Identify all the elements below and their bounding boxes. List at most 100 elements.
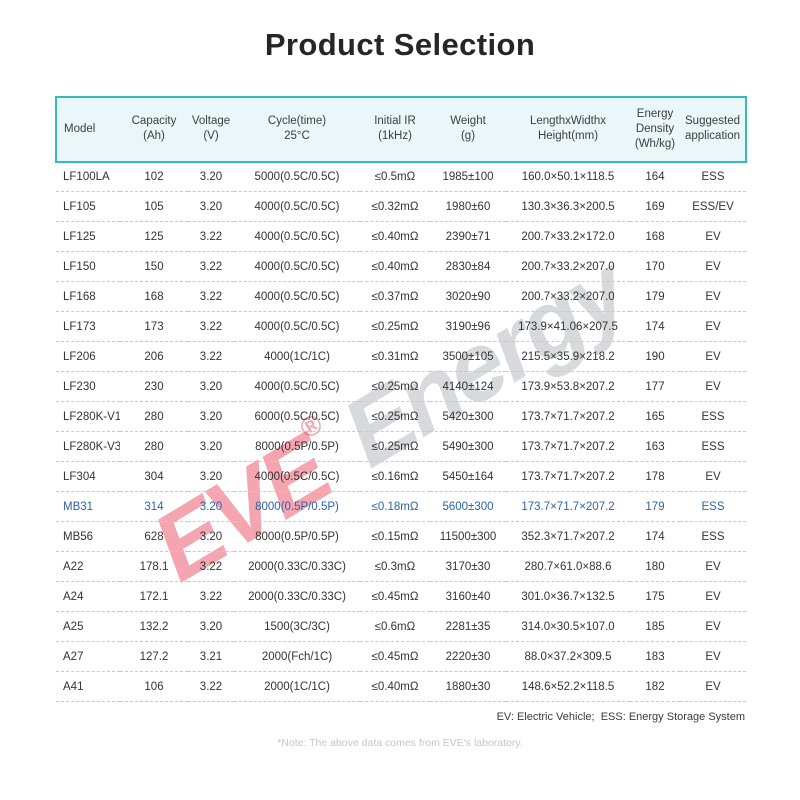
- cell-cycle_time_25c: 2000(1C/1C): [234, 671, 360, 703]
- cell-weight_g: 5450±164: [430, 461, 506, 493]
- cell-length_width_height_mm: 173.9×53.8×207.2: [506, 371, 630, 403]
- table-row-MB31: MB31 314 3.20 8000(0.5P/0.5P) ≤0.18mΩ 5600±30…: [56, 491, 746, 523]
- cell-cycle_time_25c: 4000(0.5C/0.5C): [234, 311, 360, 343]
- table-row-LF280K-V1: LF280K-V1 280 3.20 6000(0.5C/0.5C) ≤0.25mΩ 54…: [56, 401, 746, 433]
- table-row-LF230: LF230 230 3.20 4000(0.5C/0.5C) ≤0.25mΩ 4140±1…: [56, 371, 746, 403]
- cell-weight_g: 1980±60: [430, 191, 506, 223]
- cell-energy_density_wh_kg: 177: [630, 371, 680, 403]
- cell-voltage_v: 3.20: [188, 371, 234, 403]
- cell-weight_g: 5490±300: [430, 431, 506, 463]
- cell-weight_g: 4140±124: [430, 371, 506, 403]
- cell-cycle_time_25c: 1500(3C/3C): [234, 611, 360, 643]
- cell-capacity_ah: 173: [120, 311, 188, 343]
- cell-weight_g: 3500±105: [430, 341, 506, 373]
- cell-energy_density_wh_kg: 185: [630, 611, 680, 643]
- cell-energy_density_wh_kg: 175: [630, 581, 680, 613]
- cell-suggested_application: EV: [680, 611, 746, 643]
- cell-suggested_application: EV: [680, 581, 746, 613]
- column-header-weight_g: Weight (g): [430, 96, 506, 163]
- cell-suggested_application: EV: [680, 251, 746, 283]
- cell-weight_g: 2390±71: [430, 221, 506, 253]
- cell-weight_g: 5600±300: [430, 491, 506, 523]
- cell-capacity_ah: 172.1: [120, 581, 188, 613]
- cell-model: MB56: [56, 521, 120, 553]
- cell-cycle_time_25c: 4000(0.5C/0.5C): [234, 251, 360, 283]
- table-row-A25: A25 132.2 3.20 1500(3C/3C) ≤0.6mΩ 2281±35 314.…: [56, 611, 746, 643]
- cell-suggested_application: EV: [680, 461, 746, 493]
- cell-voltage_v: 3.21: [188, 641, 234, 673]
- cell-length_width_height_mm: 130.3×36.3×200.5: [506, 191, 630, 223]
- table-row-A24: A24 172.1 3.22 2000(0.33C/0.33C) ≤0.45mΩ 3160…: [56, 581, 746, 613]
- cell-model: LF150: [56, 251, 120, 283]
- cell-energy_density_wh_kg: 182: [630, 671, 680, 703]
- cell-suggested_application: EV: [680, 341, 746, 373]
- cell-energy_density_wh_kg: 164: [630, 161, 680, 193]
- cell-model: LF304: [56, 461, 120, 493]
- cell-voltage_v: 3.20: [188, 491, 234, 523]
- cell-energy_density_wh_kg: 165: [630, 401, 680, 433]
- cell-model: LF105: [56, 191, 120, 223]
- cell-voltage_v: 3.22: [188, 551, 234, 583]
- table-header-row: Model Capacity (Ah) Voltage (V) Cycle(time) 25…: [55, 96, 747, 163]
- cell-initial_ir_1khz: ≤0.31mΩ: [360, 341, 430, 373]
- cell-cycle_time_25c: 2000(0.33C/0.33C): [234, 581, 360, 613]
- cell-model: A24: [56, 581, 120, 613]
- product-table: Model Capacity (Ah) Voltage (V) Cycle(time) 25…: [55, 96, 747, 703]
- cell-weight_g: 2830±84: [430, 251, 506, 283]
- cell-capacity_ah: 628: [120, 521, 188, 553]
- cell-model: LF280K-V1: [56, 401, 120, 433]
- cell-model: LF206: [56, 341, 120, 373]
- cell-length_width_height_mm: 200.7×33.2×207.0: [506, 281, 630, 313]
- cell-energy_density_wh_kg: 170: [630, 251, 680, 283]
- cell-suggested_application: EV: [680, 551, 746, 583]
- cell-voltage_v: 3.20: [188, 401, 234, 433]
- cell-length_width_height_mm: 352.3×71.7×207.2: [506, 521, 630, 553]
- cell-model: LF230: [56, 371, 120, 403]
- table-row-LF173: LF173 173 3.22 4000(0.5C/0.5C) ≤0.25mΩ 3190±9…: [56, 311, 746, 343]
- cell-weight_g: 2281±35: [430, 611, 506, 643]
- cell-capacity_ah: 304: [120, 461, 188, 493]
- cell-model: A27: [56, 641, 120, 673]
- table-row-LF206: LF206 206 3.22 4000(1C/1C) ≤0.31mΩ 3500±105 21…: [56, 341, 746, 373]
- cell-voltage_v: 3.20: [188, 431, 234, 463]
- cell-capacity_ah: 230: [120, 371, 188, 403]
- cell-model: A22: [56, 551, 120, 583]
- cell-cycle_time_25c: 4000(0.5C/0.5C): [234, 371, 360, 403]
- column-header-capacity_ah: Capacity (Ah): [120, 96, 188, 163]
- cell-energy_density_wh_kg: 174: [630, 521, 680, 553]
- cell-suggested_application: EV: [680, 311, 746, 343]
- page-title: Product Selection: [264, 27, 536, 62]
- cell-energy_density_wh_kg: 178: [630, 461, 680, 493]
- cell-initial_ir_1khz: ≤0.40mΩ: [360, 221, 430, 253]
- cell-weight_g: 2220±30: [430, 641, 506, 673]
- cell-voltage_v: 3.22: [188, 341, 234, 373]
- cell-capacity_ah: 105: [120, 191, 188, 223]
- cell-energy_density_wh_kg: 163: [630, 431, 680, 463]
- table-body: LF100LA 102 3.20 5000(0.5C/0.5C) ≤0.5mΩ 1985±…: [56, 161, 746, 703]
- cell-capacity_ah: 125: [120, 221, 188, 253]
- cell-suggested_application: EV: [680, 221, 746, 253]
- cell-weight_g: 3020±90: [430, 281, 506, 313]
- cell-voltage_v: 3.22: [188, 221, 234, 253]
- cell-weight_g: 3160±40: [430, 581, 506, 613]
- footnote: *Note: The above data comes from EVE's l…: [277, 737, 523, 750]
- column-header-length_width_height_mm: LengthxWidthx Height(mm): [506, 96, 630, 163]
- cell-suggested_application: ESS/EV: [680, 191, 746, 223]
- cell-voltage_v: 3.20: [188, 461, 234, 493]
- cell-model: A25: [56, 611, 120, 643]
- cell-model: LF125: [56, 221, 120, 253]
- cell-initial_ir_1khz: ≤0.37mΩ: [360, 281, 430, 313]
- cell-length_width_height_mm: 173.7×71.7×207.2: [506, 431, 630, 463]
- cell-weight_g: 5420±300: [430, 401, 506, 433]
- cell-initial_ir_1khz: ≤0.40mΩ: [360, 671, 430, 703]
- cell-cycle_time_25c: 8000(0.5P/0.5P): [234, 521, 360, 553]
- cell-length_width_height_mm: 173.9×41.06×207.5: [506, 311, 630, 343]
- cell-weight_g: 1985±100: [430, 161, 506, 193]
- abbreviation-legend: EV: Electric Vehicle; ESS: Energy Storag…: [496, 711, 745, 724]
- cell-length_width_height_mm: 215.5×35.9×218.2: [506, 341, 630, 373]
- cell-voltage_v: 3.22: [188, 311, 234, 343]
- cell-capacity_ah: 280: [120, 401, 188, 433]
- table-section: Model Capacity (Ah) Voltage (V) Cycle(time) 25…: [55, 96, 747, 750]
- cell-length_width_height_mm: 301.0×36.7×132.5: [506, 581, 630, 613]
- cell-initial_ir_1khz: ≤0.6mΩ: [360, 611, 430, 643]
